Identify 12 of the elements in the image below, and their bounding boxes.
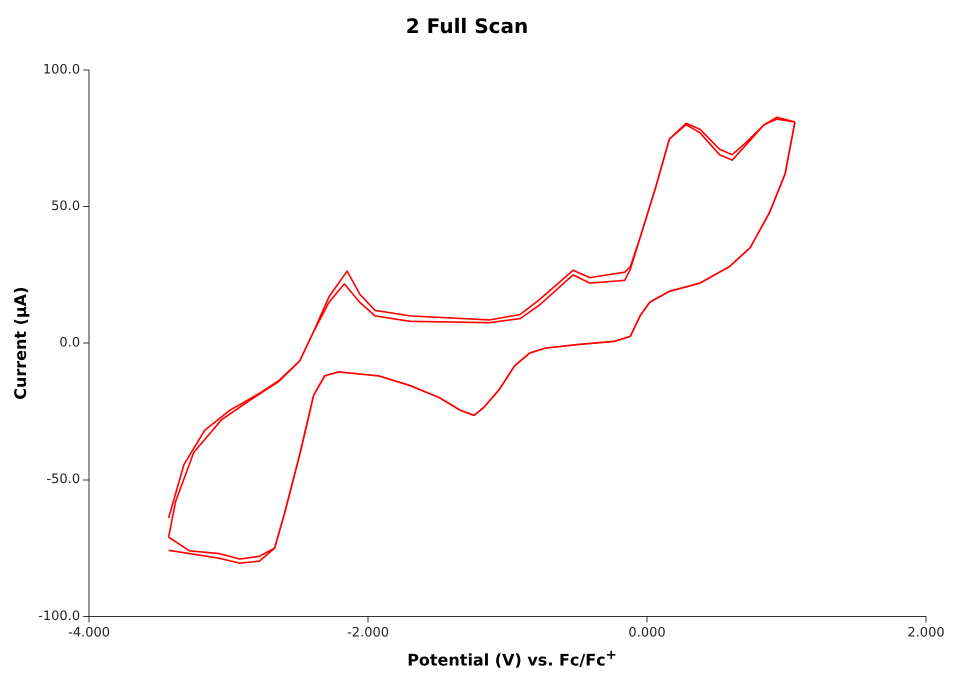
y-tick-label: -50.0 [46,472,80,488]
y-tick-label: -100.0 [38,608,80,624]
y-tick-label: 50.0 [51,198,80,214]
x-tick-label: -4.000 [68,626,110,641]
chart-title: 2 Full Scan [406,14,528,38]
x-axis-title: Potential (V) vs. Fc/Fc$^{+}$ [406,648,618,670]
y-axis-title: Current (µA) [10,286,30,400]
y-tick-label: 100.0 [42,62,80,78]
x-tick-label: -2.000 [347,626,390,641]
x-tick-label: 0.000 [628,626,666,641]
y-tick-label: 0.0 [59,336,80,351]
x-tick-label: 2.000 [907,626,945,641]
